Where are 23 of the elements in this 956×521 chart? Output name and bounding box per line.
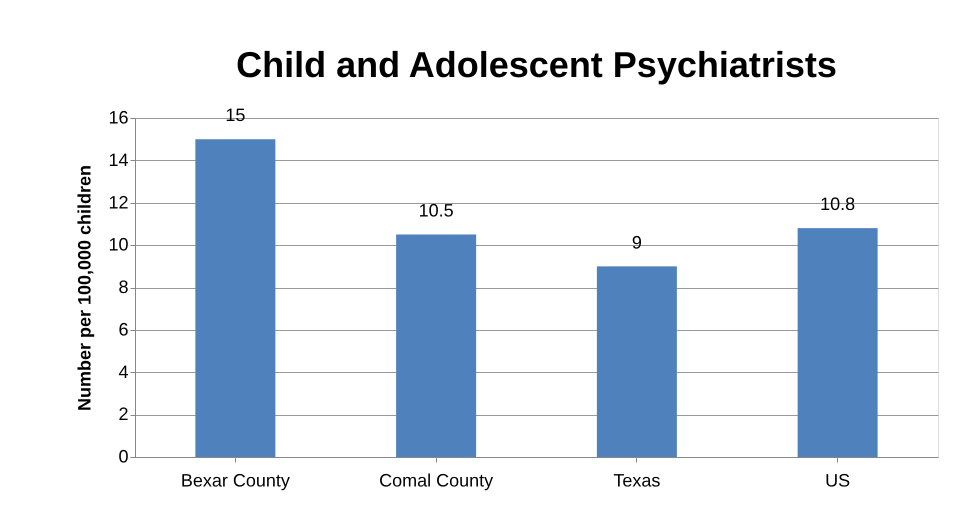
x-tick-label: Texas <box>613 470 660 490</box>
chart-title: Child and Adolescent Psychiatrists <box>236 44 837 86</box>
y-tick-label: 16 <box>108 108 128 128</box>
y-tick-label: 10 <box>108 234 128 255</box>
data-label: 15 <box>225 105 246 126</box>
y-tick-label: 12 <box>108 192 128 212</box>
y-tick-label: 14 <box>108 150 128 170</box>
x-tick-label: Comal County <box>379 470 494 490</box>
x-tick-label: Bexar County <box>180 470 290 490</box>
bar <box>596 266 677 457</box>
bar <box>195 139 276 457</box>
y-tick-label: 6 <box>118 319 128 340</box>
x-tick-label: US <box>825 470 850 490</box>
y-tick-label: 2 <box>118 404 128 424</box>
bar <box>396 234 476 457</box>
y-tick-label: 8 <box>118 277 128 297</box>
data-label: 9 <box>632 232 642 252</box>
bar <box>798 228 878 457</box>
y-tick-label: 0 <box>118 446 128 466</box>
data-label: 10.5 <box>418 200 454 221</box>
y-axis-title: Number per 100,000 children <box>74 164 94 412</box>
y-tick-label: 4 <box>118 362 128 382</box>
data-label: 10.8 <box>820 194 856 214</box>
